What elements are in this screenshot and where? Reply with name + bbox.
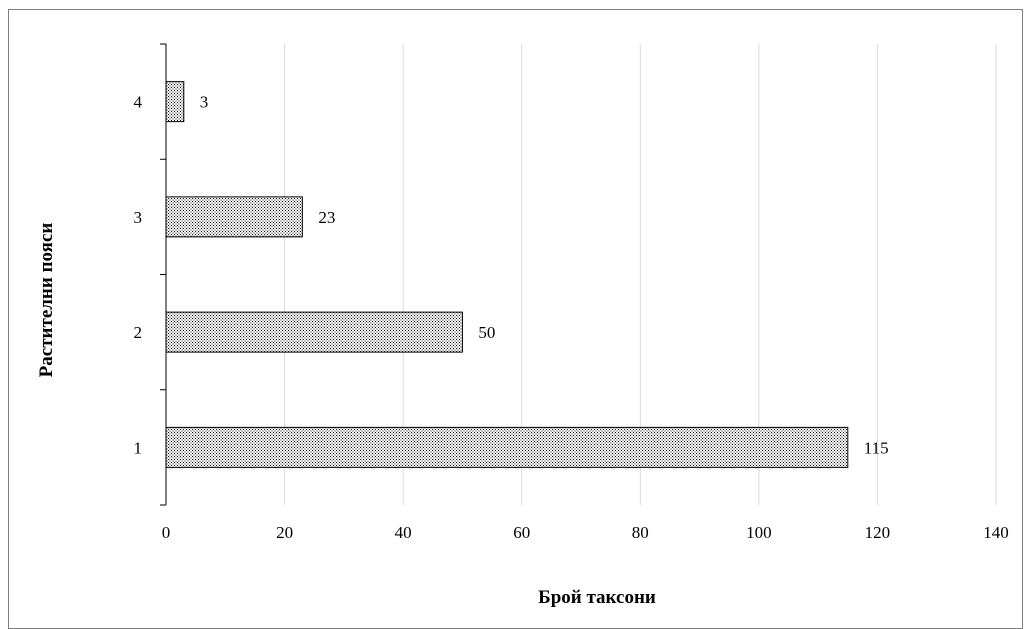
x-tick-label-140: 140 (983, 523, 1009, 542)
y-tick-label-2: 2 (134, 323, 143, 342)
x-tick-label-20: 20 (276, 523, 293, 542)
data-label-3: 23 (318, 208, 335, 227)
bar-1 (165, 426, 849, 468)
bars (165, 81, 849, 468)
x-tick-label-40: 40 (395, 523, 412, 542)
x-tick-label-60: 60 (513, 523, 530, 542)
labels: 0 20 40 60 80 100 120 140 115 1 50 2 23 3 3 4 (134, 93, 1009, 542)
data-label-4: 3 (200, 93, 209, 112)
x-tick-label-100: 100 (746, 523, 772, 542)
x-tick-label-80: 80 (632, 523, 649, 542)
y-tick-label-3: 3 (134, 208, 143, 227)
bar-4 (165, 81, 185, 123)
data-label-2: 50 (478, 323, 495, 342)
x-axis-title: Брой таксони (538, 587, 656, 608)
y-tick-label-1: 1 (134, 438, 143, 457)
x-tick-label-0: 0 (162, 523, 171, 542)
axes (160, 43, 167, 506)
data-label-1: 115 (864, 438, 889, 457)
bar-2 (165, 311, 463, 353)
y-tick-label-4: 4 (134, 93, 143, 112)
bar-3 (165, 196, 303, 238)
y-axis-title: Растителни пояси (36, 223, 57, 378)
x-tick-label-120: 120 (865, 523, 891, 542)
